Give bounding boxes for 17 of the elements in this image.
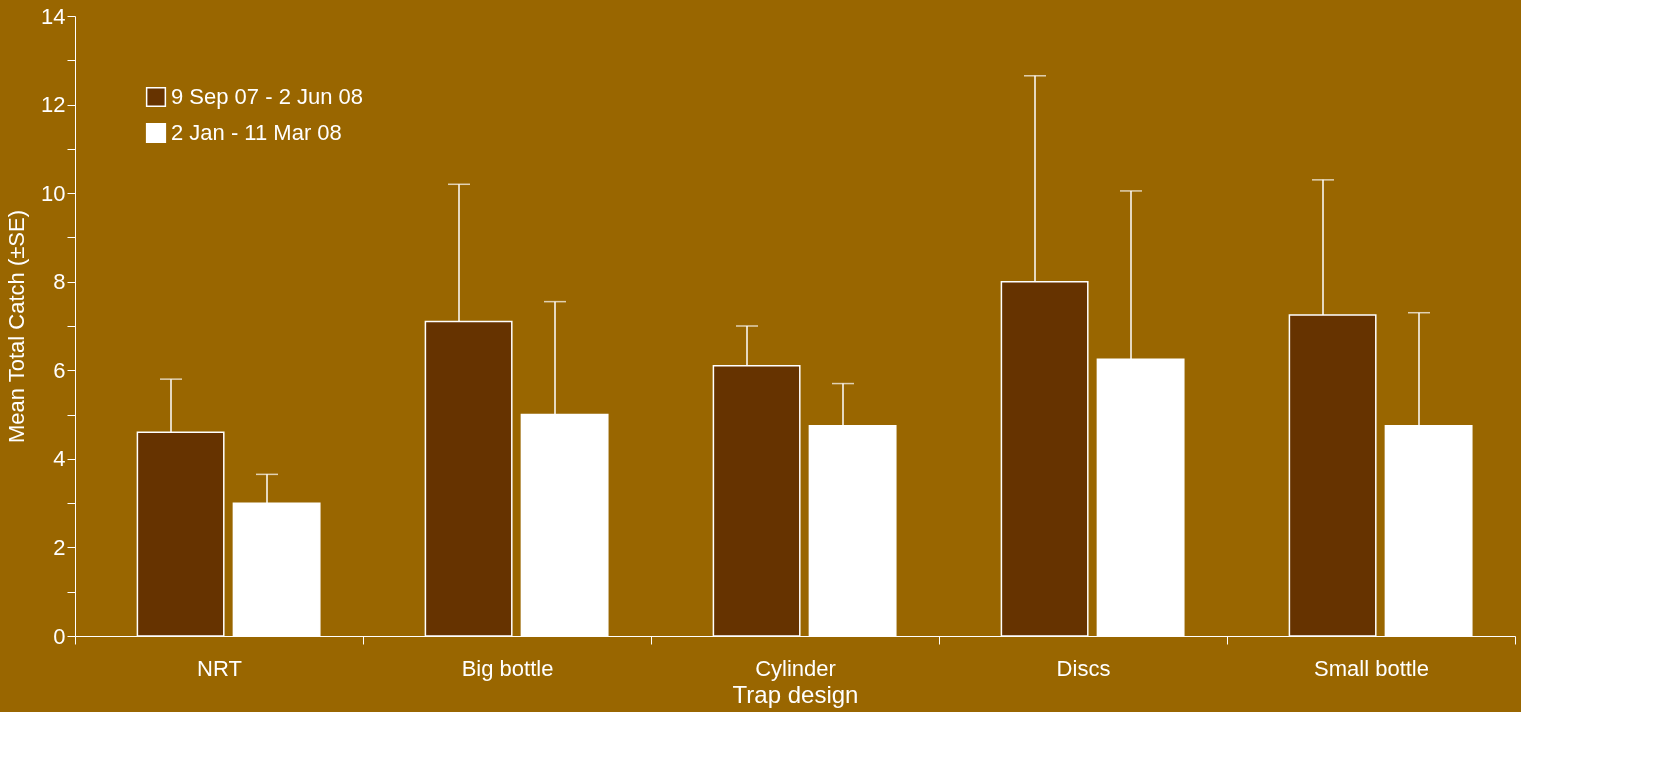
x-tick-label: Discs (1056, 655, 1111, 681)
y-tick-label: 4 (53, 446, 66, 472)
y-tick-label: 2 (53, 534, 66, 560)
y-tick-label: 8 (53, 269, 66, 295)
y-tick-label: 0 (53, 623, 66, 649)
y-axis-title: Mean Total Catch (±SE) (4, 210, 30, 443)
legend-label: 2 Jan - 11 Mar 08 (171, 120, 342, 145)
x-tick-label: Cylinder (755, 655, 836, 681)
y-tick-label: 12 (41, 92, 66, 118)
y-tick-label: 14 (41, 3, 66, 29)
x-tick-label: Small bottle (1314, 655, 1429, 681)
x-tick-label: Big bottle (461, 655, 554, 681)
y-tick-label: 6 (53, 357, 66, 383)
x-axis-title: Trap design (732, 680, 859, 708)
x-tick-label: NRT (197, 655, 242, 681)
legend-label: 9 Sep 07 - 2 Jun 08 (171, 84, 364, 109)
y-tick-label: 10 (41, 180, 66, 206)
